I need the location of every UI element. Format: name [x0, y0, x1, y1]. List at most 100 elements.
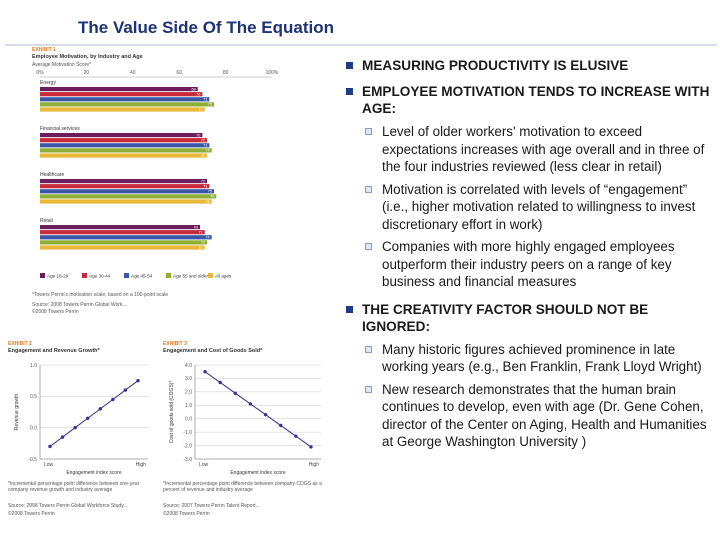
bar: [40, 235, 212, 240]
data-point: [279, 423, 283, 428]
bar-value-label: 74: [205, 236, 209, 240]
data-point: [111, 397, 115, 402]
exhibit-3-source: Source: 2007 Towers Perrin Talent Report…: [163, 503, 260, 509]
section-heading: EMPLOYEE MOTIVATION TENDS TO INCREASE WI…: [340, 83, 712, 117]
bar-value-label: 71: [198, 246, 202, 250]
data-point: [136, 378, 140, 383]
x-tick-label: High: [136, 462, 147, 468]
bar: [40, 189, 214, 194]
bar: [40, 143, 210, 148]
x-tick-label: Low: [44, 462, 54, 468]
legend-label: Age 18-29: [47, 274, 69, 279]
bar-value-label: 72: [201, 154, 205, 158]
data-point: [218, 380, 222, 385]
exhibit-1-source: Source: 2008 Towers Perrin Global Work..…: [32, 302, 127, 308]
legend-label: Age 55 and older: [173, 274, 208, 279]
exhibit-3-title: Engagement and Cost of Goods Sold*: [163, 348, 263, 354]
legend-label: Age 45-54: [131, 274, 153, 279]
bar-value-label: 75: [208, 190, 212, 194]
x-tick-label: 60: [176, 70, 182, 76]
data-point: [86, 416, 90, 420]
bar-value-label: 71: [198, 231, 202, 235]
y-tick-label: -2.0: [183, 443, 192, 449]
section-heading: THE CREATIVITY FACTOR SHOULD NOT BE IGNO…: [340, 301, 712, 335]
bar-value-label: 70: [196, 93, 200, 97]
category-label: Financial services: [40, 126, 80, 132]
y-tick-label: 1.0: [185, 403, 192, 409]
exhibit-2-footnote: *Incremental percentage point difference…: [8, 481, 140, 493]
bar-value-label: 72: [201, 241, 205, 245]
y-tick-label: 0.0: [185, 417, 192, 423]
x-tick-label: 0%: [36, 70, 44, 76]
section-heading-text: MEASURING PRODUCTIVITY IS ELUSIVE: [362, 58, 629, 73]
bar: [40, 138, 208, 143]
bar: [40, 194, 217, 199]
section-heading: MEASURING PRODUCTIVITY IS ELUSIVE: [340, 57, 712, 74]
y-tick-label: 1.0: [30, 363, 37, 369]
legend-swatch: [40, 273, 45, 278]
data-point: [294, 434, 298, 438]
exhibit-3-label: EXHIBIT 3: [163, 341, 187, 347]
square-bullet-icon: [346, 62, 353, 69]
bar: [40, 148, 212, 153]
exhibit-1-panel: EXHIBIT 1 Employee Motivation, by Indust…: [32, 47, 282, 339]
bar-value-label: 74: [205, 200, 209, 204]
bar: [40, 230, 205, 235]
exhibit-1-chart: 0% 20 40 60 80 100%Energy6870737571Financial …: [36, 70, 279, 279]
bar-value-label: 71: [198, 108, 202, 112]
bar: [40, 92, 203, 97]
bar-value-label: 70: [196, 133, 200, 137]
sub-bullet-icon: [365, 345, 372, 353]
data-point: [73, 425, 77, 430]
category-label: Healthcare: [40, 172, 64, 178]
legend-swatch: [82, 273, 87, 278]
section-heading-text: THE CREATIVITY FACTOR SHOULD NOT BE IGNO…: [362, 301, 649, 334]
data-point: [248, 402, 253, 406]
x-tick-label: 40: [130, 70, 136, 76]
bar-value-label: 73: [203, 98, 207, 102]
bar-value-label: 73: [203, 185, 207, 189]
x-tick-label: Low: [199, 462, 209, 468]
x-tick-label: High: [309, 462, 320, 468]
y-axis-title: Revenue growth: [14, 394, 20, 431]
list-item: Motivation is correlated with levels of …: [340, 181, 712, 234]
legend-swatch: [208, 273, 213, 278]
category-label: Energy: [40, 80, 56, 86]
y-axis-title: Cost of goods sold (COGS)*: [169, 381, 175, 444]
x-tick-label: 100%: [266, 70, 279, 76]
bar-value-label: 75: [208, 103, 212, 107]
slide-title: The Value Side Of The Equation: [78, 18, 334, 37]
bar: [40, 102, 214, 107]
x-axis-title: Engagement index score: [66, 470, 122, 476]
list-item: New research demonstrates that the human…: [340, 381, 712, 451]
bar: [40, 87, 198, 92]
list-item-text: Level of older workers' motivation to ex…: [382, 124, 705, 174]
bar-value-label: 72: [201, 179, 205, 183]
exhibit-3-copyright: ©2008 Towers Perrin: [163, 511, 210, 517]
sub-bullet-icon: [365, 128, 372, 135]
bar: [40, 97, 210, 102]
bar-value-label: 68: [192, 87, 196, 91]
exhibit-2-label: EXHIBIT 2: [8, 341, 32, 347]
bar: [40, 225, 201, 230]
x-axis-title: Engagement index score: [230, 470, 286, 476]
bar: [40, 245, 205, 250]
list-item: Level of older workers' motivation to ex…: [340, 123, 712, 176]
exhibit-1-label: EXHIBIT 1: [32, 47, 56, 53]
y-tick-label: 3.0: [185, 376, 192, 382]
exhibit-3-footnote: *Incremental percentage point difference…: [163, 481, 322, 493]
exhibit-2-chart: 1.0 0.5 0.0 -0.5 Low High Engagement index sco…: [14, 363, 148, 476]
legend-label: All ages: [215, 274, 232, 279]
list-item-text: Many historic figures achieved prominenc…: [382, 341, 702, 375]
series-line: [204, 371, 312, 448]
exhibit-1-title: Employee Motivation, by Industry and Age: [32, 54, 143, 60]
data-point: [309, 445, 313, 449]
data-point: [60, 435, 65, 439]
exhibit-3-chart: 4.0 3.0 2.0 1.0 0.0 -1.0 -2.0 -3.0 Low High Engage…: [169, 363, 321, 476]
exhibit-1-subtitle: Average Motivation Score*: [32, 62, 92, 68]
legend-swatch: [166, 273, 171, 278]
bar-value-label: 69: [194, 225, 198, 229]
bar: [40, 240, 208, 245]
y-tick-label: 0.5: [30, 394, 37, 400]
y-tick-label: 2.0: [185, 390, 192, 396]
